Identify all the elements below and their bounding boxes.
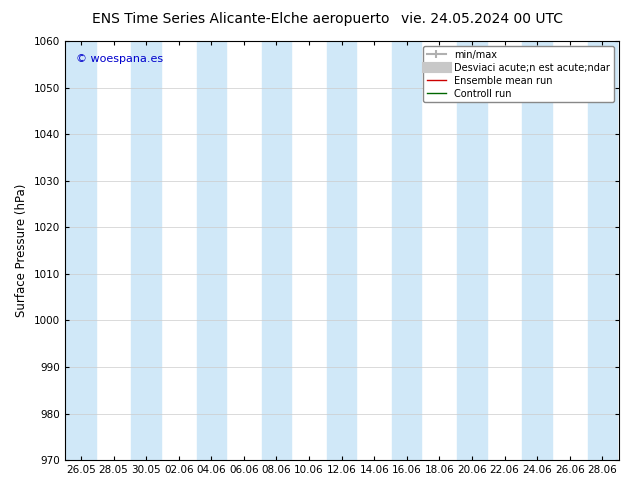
- Bar: [131, 41, 161, 460]
- Bar: [588, 41, 617, 460]
- Text: © woespana.es: © woespana.es: [75, 53, 163, 64]
- Text: ENS Time Series Alicante-Elche aeropuerto: ENS Time Series Alicante-Elche aeropuert…: [92, 12, 390, 26]
- Bar: [522, 41, 552, 460]
- Bar: [327, 41, 356, 460]
- Text: vie. 24.05.2024 00 UTC: vie. 24.05.2024 00 UTC: [401, 12, 563, 26]
- Bar: [262, 41, 291, 460]
- Legend: min/max, Desviaci acute;n est acute;ndar, Ensemble mean run, Controll run: min/max, Desviaci acute;n est acute;ndar…: [423, 46, 614, 102]
- Bar: [67, 41, 96, 460]
- Bar: [457, 41, 487, 460]
- Bar: [197, 41, 226, 460]
- Y-axis label: Surface Pressure (hPa): Surface Pressure (hPa): [15, 184, 28, 318]
- Bar: [392, 41, 422, 460]
